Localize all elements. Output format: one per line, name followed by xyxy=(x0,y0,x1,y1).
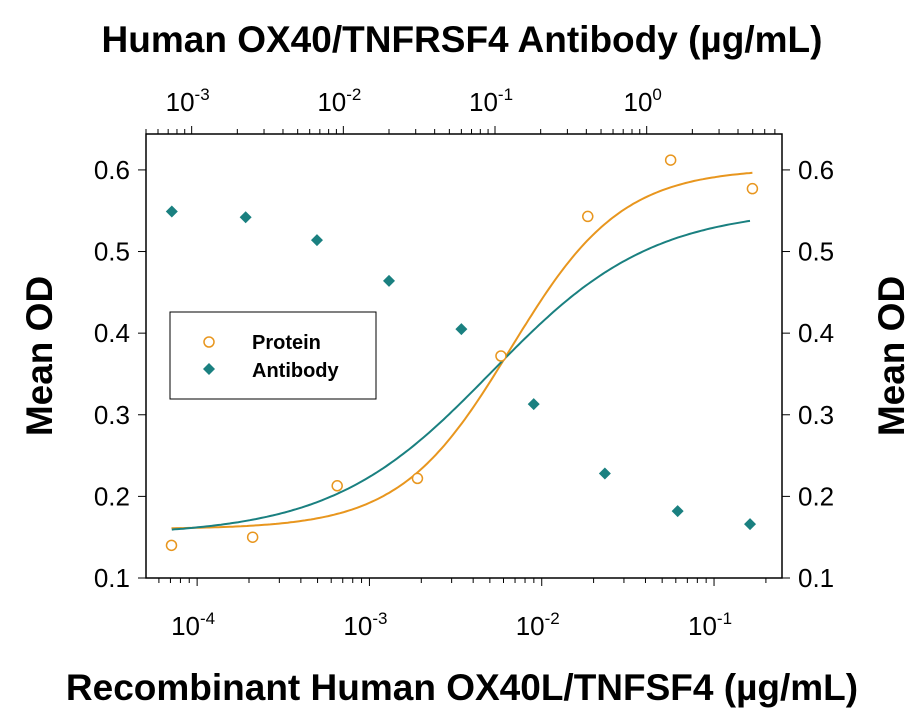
x-bottom-tick-label: 10-3 xyxy=(343,609,387,641)
y-right-tick-label: 0.2 xyxy=(798,481,834,511)
y-right-tick-label: 0.1 xyxy=(798,563,834,593)
antibody-fit-curve xyxy=(171,219,751,531)
legend: Protein Antibody xyxy=(169,311,377,400)
y-left-tick-label: 0.2 xyxy=(94,481,130,511)
protein-point xyxy=(411,472,424,485)
antibody-point xyxy=(455,323,468,336)
chart-title: Human OX40/TNFRSF4 Antibody (µg/mL) xyxy=(102,19,823,60)
y-right-tick-label: 0.3 xyxy=(798,400,834,430)
x-bottom-tick-label: 10-2 xyxy=(516,609,560,641)
antibody-point xyxy=(671,505,684,518)
legend-label-antibody: Antibody xyxy=(252,360,340,382)
x-top-tick-label: 10-1 xyxy=(469,85,513,117)
legend-box xyxy=(169,311,377,400)
y-left-tick-label: 0.1 xyxy=(94,563,130,593)
protein-fit-curve xyxy=(171,171,753,530)
y-right-tick-label: 0.4 xyxy=(798,318,834,348)
x-bottom-tick-label: 10-4 xyxy=(171,609,215,641)
antibody-point xyxy=(598,467,611,480)
legend-marker-antibody xyxy=(203,363,215,375)
legend-marker-protein xyxy=(203,336,215,348)
protein-point xyxy=(582,210,594,223)
antibody-point xyxy=(165,205,178,218)
y-right-tick-label: 0.5 xyxy=(798,237,834,267)
antibody-point xyxy=(527,398,540,411)
protein-point xyxy=(246,531,259,543)
x-top-tick-label: 10-2 xyxy=(317,85,361,117)
protein-point xyxy=(331,480,343,492)
x-top-tick-label: 100 xyxy=(623,85,661,117)
x-top-tick-label: 10-3 xyxy=(166,85,210,117)
y-right-tick-label: 0.6 xyxy=(798,155,834,185)
y-left-tick-label: 0.4 xyxy=(94,318,130,348)
x-axis-label: Recombinant Human OX40L/TNFSF4 (µg/mL) xyxy=(66,667,858,708)
x-bottom-tick-label: 10-1 xyxy=(688,609,732,641)
antibody-point xyxy=(744,518,757,531)
protein-point xyxy=(165,539,178,552)
antibody-point xyxy=(382,274,395,287)
y-left-tick-label: 0.3 xyxy=(94,400,130,430)
y-left-tick-label: 0.5 xyxy=(94,237,130,267)
legend-label-protein: Protein xyxy=(252,332,321,354)
plot-area xyxy=(145,133,783,579)
protein-point xyxy=(495,350,507,362)
y-axis-label-right: Mean OD xyxy=(871,276,912,436)
protein-point xyxy=(664,154,677,166)
y-left-tick-label: 0.6 xyxy=(94,155,130,185)
y-axis-label-left: Mean OD xyxy=(19,276,60,436)
antibody-point xyxy=(239,211,252,224)
antibody-point xyxy=(310,234,323,247)
protein-point xyxy=(746,182,759,195)
